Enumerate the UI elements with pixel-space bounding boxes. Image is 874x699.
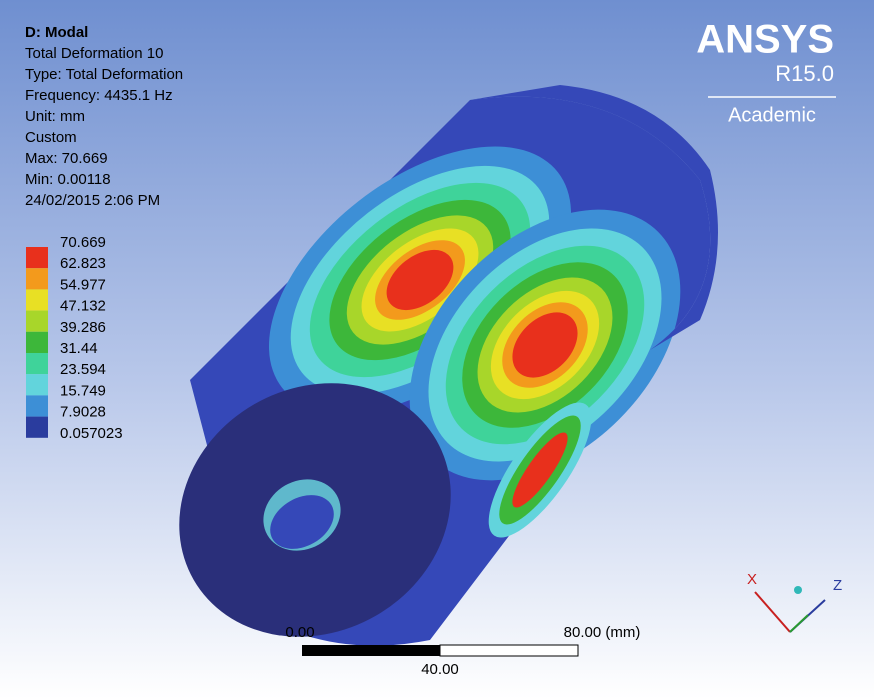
scale-middle: 40.00: [421, 661, 459, 678]
legend-label: 39.286: [60, 319, 106, 336]
legend-label: 23.594: [60, 361, 106, 378]
result-title: D: Modal: [25, 24, 88, 41]
scale-end: 80.00 (mm): [564, 624, 641, 641]
legend-label: 15.749: [60, 382, 106, 399]
info-line: Custom: [25, 129, 77, 146]
legend-label: 7.9028: [60, 404, 106, 421]
page: {"header": {"title": "D: Modal", "lines"…: [0, 0, 874, 699]
logo-release: R15.0: [775, 61, 834, 86]
legend-label: 70.669: [60, 234, 106, 251]
scale-bar-light: [440, 645, 578, 656]
scale-start: 0.00: [285, 624, 314, 641]
legend-label: 0.057023: [60, 425, 123, 442]
legend-swatch: [26, 395, 48, 416]
legend-swatch: [26, 311, 48, 332]
info-line: Total Deformation 10: [25, 45, 163, 62]
legend-swatch: [26, 417, 48, 438]
info-line: Unit: mm: [25, 108, 85, 125]
info-line: Max: 70.669: [25, 150, 108, 167]
legend-swatch: [26, 247, 48, 268]
scale-bar-dark: [302, 645, 440, 656]
legend-swatch: [26, 353, 48, 374]
legend-swatch: [26, 374, 48, 395]
legend-swatch: [26, 268, 48, 289]
legend-label: 54.977: [60, 276, 106, 293]
legend-label: 47.132: [60, 298, 106, 315]
info-line: Type: Total Deformation: [25, 66, 183, 83]
logo-edition: Academic: [728, 104, 816, 126]
triad-x: X: [747, 571, 757, 588]
info-line: Min: 0.00118: [25, 171, 111, 188]
legend-label: 31.44: [60, 340, 98, 357]
legend-label: 62.823: [60, 255, 106, 272]
legend-swatch: [26, 289, 48, 310]
info-line: Frequency: 4435.1 Hz: [25, 87, 173, 104]
triad-z: Z: [833, 577, 842, 594]
logo-brand: ANSYS: [696, 18, 834, 62]
legend-swatch: [26, 332, 48, 353]
viewport: D: Modal Total Deformation 10 Type: Total…: [0, 0, 874, 699]
info-line: 24/02/2015 2:06 PM: [25, 192, 160, 209]
